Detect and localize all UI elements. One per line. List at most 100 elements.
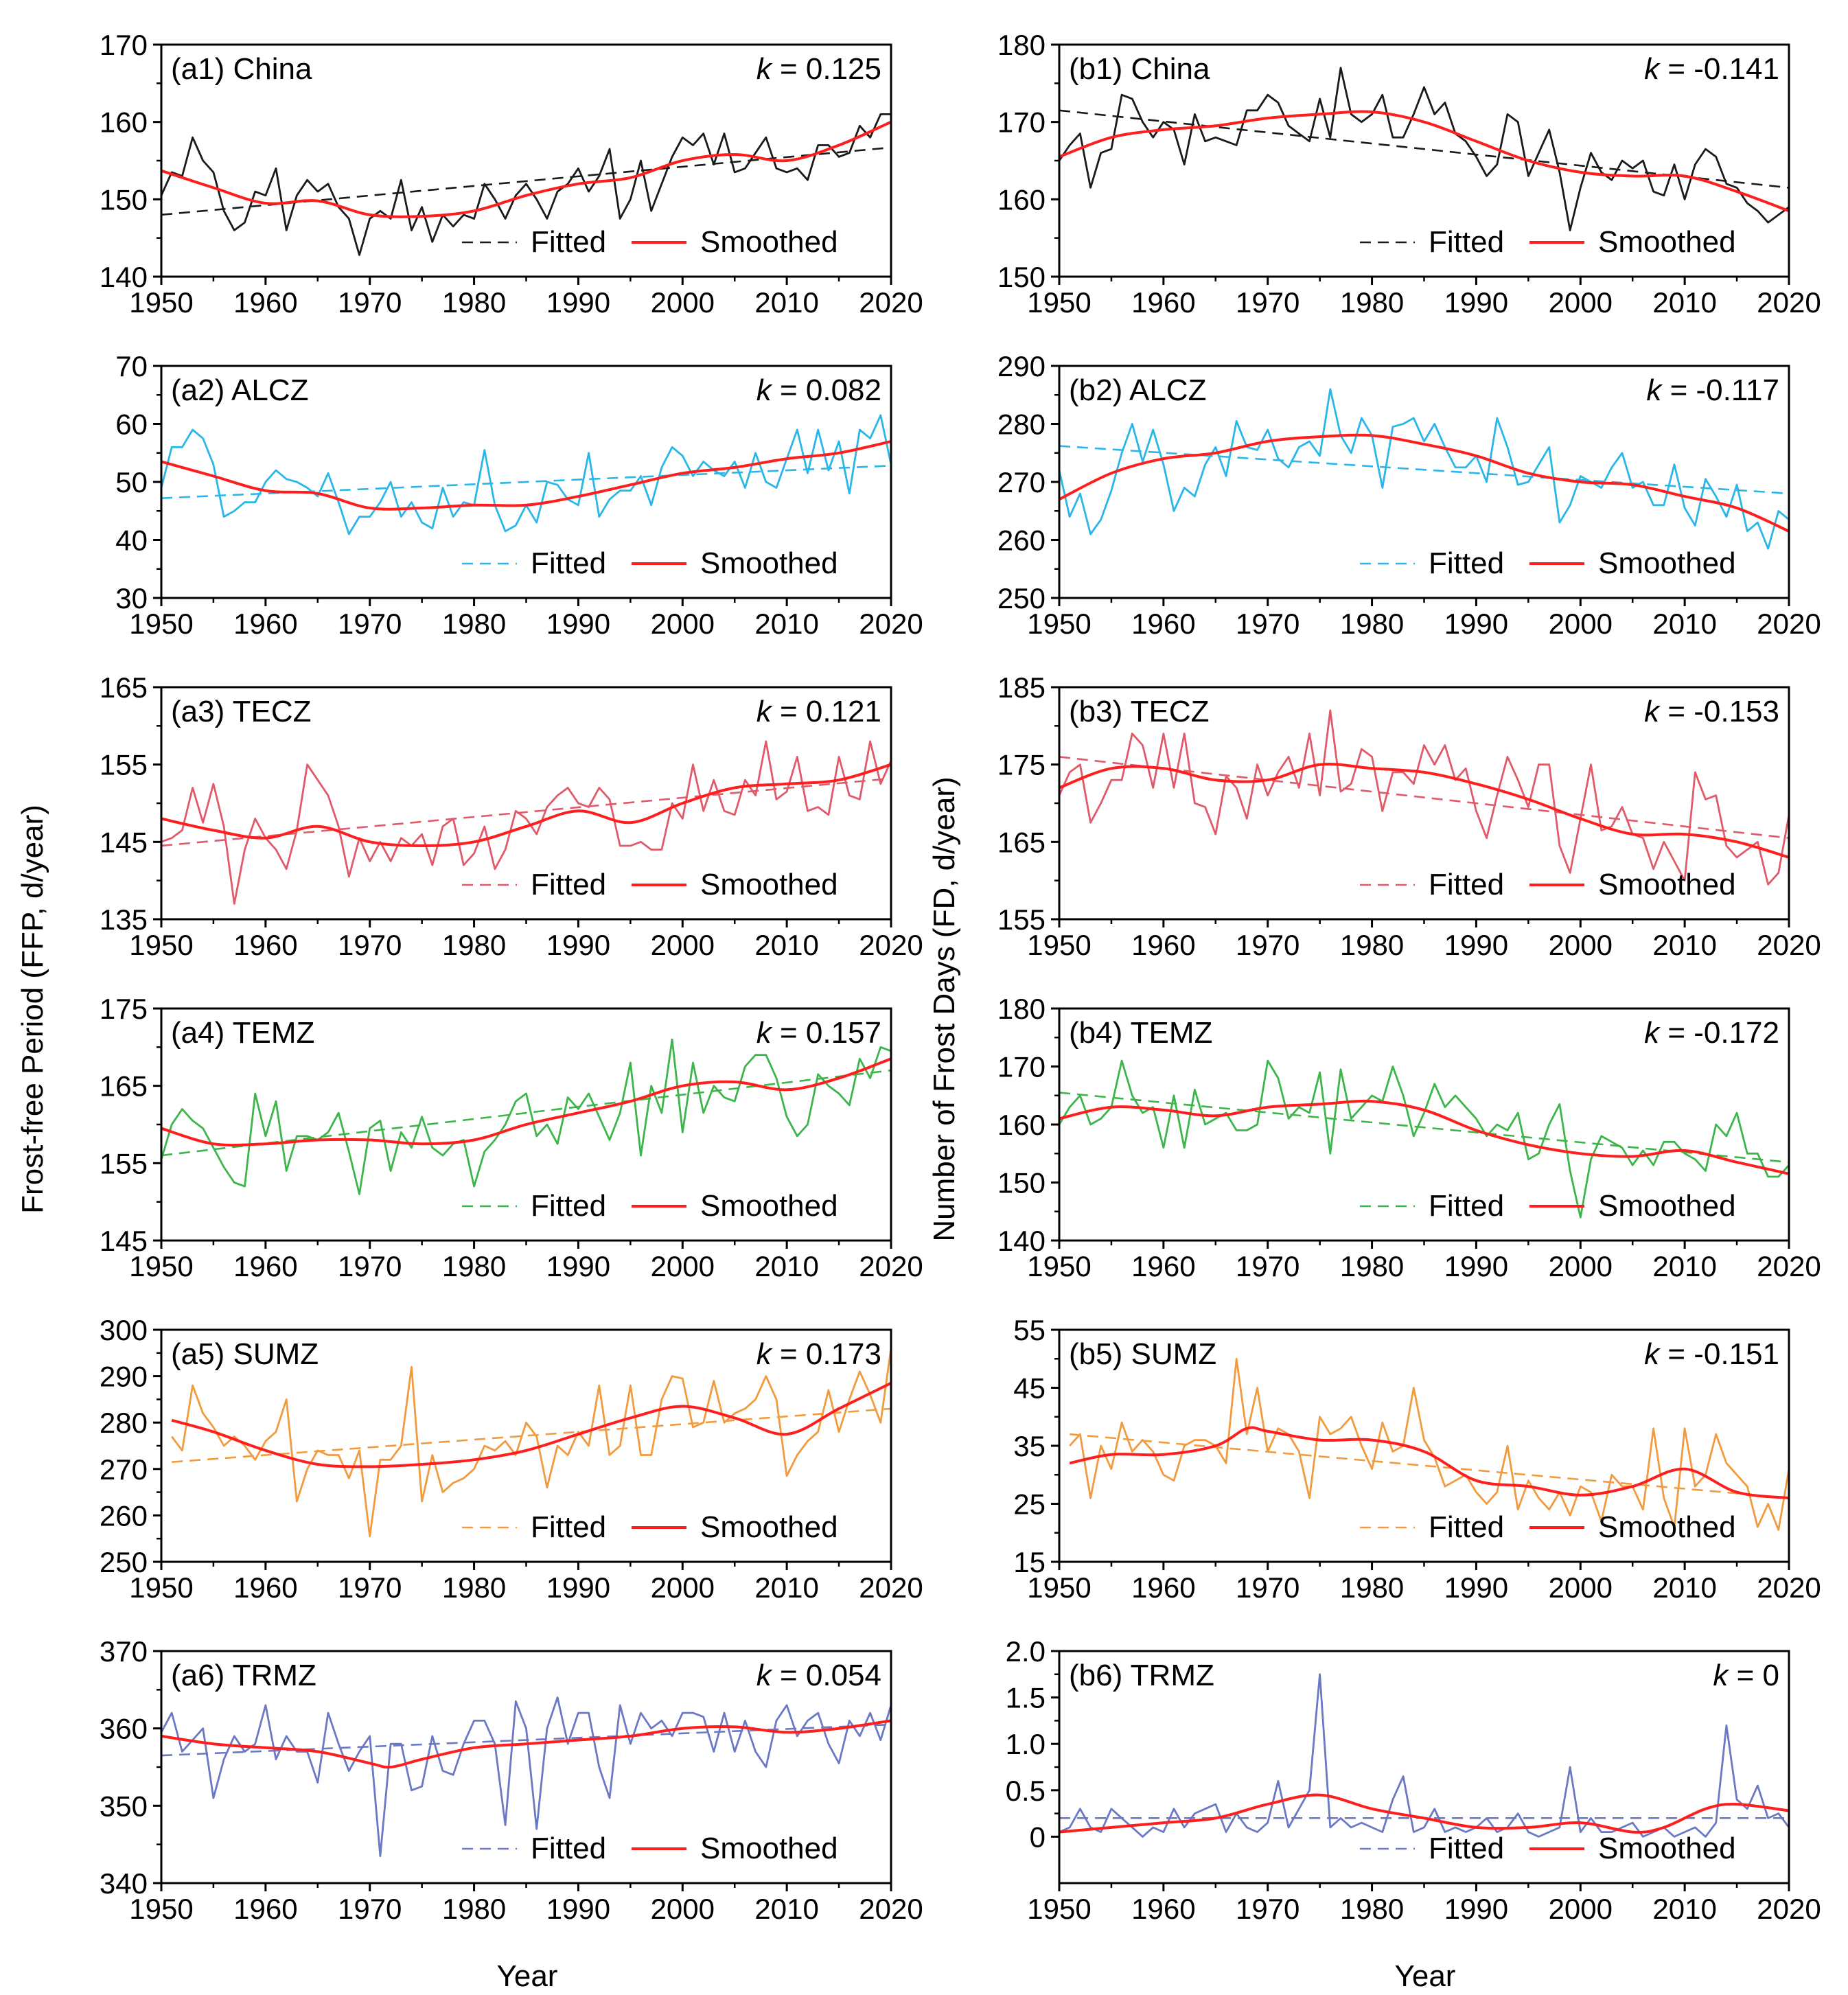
panel-a5: 1950 1960 1970 1980 1990 2000 2010 2020 250 260 27… (100, 1314, 923, 1604)
left-x-axis-title: Year (497, 1959, 558, 1993)
smoothed-curve-a4 (161, 1057, 891, 1147)
x-tick-label-a4-1990: 1990 (546, 1250, 610, 1282)
legend-smoothed-label-b5: Smoothed (1598, 1510, 1736, 1544)
k-value-b4: = -0.172 (1659, 1016, 1779, 1050)
x-tick-label-a3-1950: 1950 (129, 929, 193, 961)
x-tick-label-b6-2000: 2000 (1549, 1893, 1613, 1925)
fitted-line-b5 (1070, 1433, 1789, 1499)
x-tick-label-b3-1970: 1970 (1236, 929, 1300, 961)
y-tick-label-a2-0: 30 (115, 582, 148, 614)
series-a4 (161, 1038, 891, 1195)
panel-label-b6: (b6) TRMZ (1069, 1659, 1214, 1692)
legend-smoothed-label-a6: Smoothed (700, 1832, 838, 1865)
k-value-a6: = 0.054 (772, 1659, 881, 1692)
x-tick-label-a4-1980: 1980 (442, 1250, 506, 1282)
x-tick-label-b1-1950: 1950 (1027, 286, 1091, 319)
x-tick-label-a4-1960: 1960 (233, 1250, 297, 1282)
panel-label-b5: (b5) SUMZ (1069, 1337, 1216, 1371)
y-tick-label-b6-2: 1.0 (1006, 1728, 1046, 1760)
x-tick-label-a6-1960: 1960 (233, 1893, 297, 1925)
k-symbol-b6: k (1713, 1659, 1729, 1692)
panel-label-a6: (a6) TRMZ (171, 1659, 316, 1692)
y-tick-label-a1-0: 140 (100, 261, 148, 293)
k-label-b6: k = 0 (1713, 1659, 1779, 1692)
y-tick-label-a2-3: 60 (115, 408, 148, 441)
x-tick-label-a3-1960: 1960 (233, 929, 297, 961)
x-tick-label-b2-1960: 1960 (1131, 608, 1195, 640)
panel-b5: 1950 1960 1970 1980 1990 2000 2010 2020 15 25 35 45… (1013, 1314, 1821, 1604)
x-tick-label-a6-1970: 1970 (338, 1893, 402, 1925)
legend-fitted-label-b4: Fitted (1429, 1189, 1504, 1223)
y-tick-label-b5-0: 15 (1013, 1546, 1046, 1578)
y-tick-label-a4-0: 145 (100, 1225, 148, 1257)
panel-label-a5: (a5) SUMZ (171, 1337, 319, 1371)
k-value-a2: = 0.082 (772, 373, 881, 407)
y-tick-label-b5-4: 55 (1013, 1314, 1046, 1346)
x-tick-label-b1-1960: 1960 (1131, 286, 1195, 319)
legend-b6: Fitted Smoothed (1360, 1832, 1736, 1865)
smoothed-curve-b1 (1059, 110, 1789, 213)
panel-b1: 1950 1960 1970 1980 1990 2000 2010 2020 150 160 17… (997, 29, 1821, 319)
smoothed-curve-b2 (1059, 433, 1789, 533)
x-tick-label-b2-1990: 1990 (1444, 608, 1508, 640)
x-tick-label-a3-2010: 2010 (754, 929, 818, 961)
k-symbol-b5: k (1644, 1337, 1661, 1371)
panel-b2: 1950 1960 1970 1980 1990 2000 2010 2020 250 260 27… (997, 350, 1821, 640)
y-tick-label-b4-3: 170 (997, 1051, 1046, 1083)
x-tick-label-a5-2000: 2000 (651, 1571, 715, 1604)
fitted-line-a3 (161, 777, 891, 847)
series-a3 (161, 740, 891, 905)
x-tick-label-a5-2020: 2020 (859, 1571, 923, 1604)
smoothed-curve-b5 (1069, 1426, 1789, 1500)
x-tick-label-b5-1990: 1990 (1444, 1571, 1508, 1604)
x-tick-label-b4-2010: 2010 (1652, 1250, 1716, 1282)
legend-fitted-label-a2: Fitted (531, 546, 606, 580)
legend-fitted-label-a1: Fitted (531, 225, 606, 259)
fitted-line-b2 (1059, 445, 1789, 495)
x-tick-label-a4-2010: 2010 (754, 1250, 818, 1282)
x-tick-label-b1-2020: 2020 (1757, 286, 1821, 319)
x-tick-label-a3-2020: 2020 (859, 929, 923, 961)
y-tick-label-b2-2: 270 (997, 466, 1046, 498)
y-tick-label-a5-3: 280 (100, 1407, 148, 1439)
smoothed-curve-b4 (1059, 1099, 1789, 1175)
smoothed-curve-a2 (161, 439, 891, 511)
legend-b4: Fitted Smoothed (1360, 1189, 1736, 1223)
y-tick-label-b6-3: 1.5 (1006, 1682, 1046, 1714)
panel-b4: 1950 1960 1970 1980 1990 2000 2010 2020 140 150 16… (997, 993, 1821, 1282)
right-x-axis-title: Year (1395, 1959, 1456, 1993)
x-tick-label-b3-1960: 1960 (1131, 929, 1195, 961)
y-tick-label-a1-1: 150 (100, 183, 148, 216)
k-label-a4: k = 0.157 (756, 1016, 881, 1050)
legend-smoothed-label-a4: Smoothed (700, 1189, 838, 1223)
x-tick-label-b5-2000: 2000 (1549, 1571, 1613, 1604)
panel-a1: 1950 1960 1970 1980 1990 2000 2010 2020 140 150 16… (100, 29, 923, 319)
k-symbol-b4: k (1644, 1016, 1661, 1050)
y-tick-label-b4-4: 180 (997, 993, 1046, 1025)
x-tick-label-a1-1950: 1950 (129, 286, 193, 319)
k-symbol-b2: k (1646, 373, 1663, 407)
x-tick-label-a5-1950: 1950 (129, 1571, 193, 1604)
k-symbol-b1: k (1644, 52, 1661, 86)
k-symbol-a4: k (756, 1016, 773, 1050)
x-tick-label-a4-1950: 1950 (129, 1250, 193, 1282)
y-tick-label-b4-2: 160 (997, 1109, 1046, 1141)
x-tick-label-b2-2020: 2020 (1757, 608, 1821, 640)
x-tick-label-a1-2000: 2000 (651, 286, 715, 319)
legend-fitted-label-a6: Fitted (531, 1832, 606, 1865)
k-value-a4: = 0.157 (772, 1016, 881, 1050)
x-tick-label-a6-1950: 1950 (129, 1893, 193, 1925)
x-tick-label-a6-2000: 2000 (651, 1893, 715, 1925)
x-tick-label-b4-1960: 1960 (1131, 1250, 1195, 1282)
k-symbol-b3: k (1644, 695, 1661, 728)
legend-fitted-label-b1: Fitted (1429, 225, 1504, 259)
x-tick-label-b3-1990: 1990 (1444, 929, 1508, 961)
observed-line-a4 (161, 1038, 891, 1195)
y-tick-label-a1-3: 170 (100, 29, 148, 61)
x-tick-label-b6-1950: 1950 (1027, 1893, 1091, 1925)
y-tick-label-b6-1: 0.5 (1006, 1775, 1046, 1807)
legend-fitted-label-a4: Fitted (531, 1189, 606, 1223)
x-tick-label-a2-1990: 1990 (546, 608, 610, 640)
observed-line-b1 (1059, 67, 1789, 231)
